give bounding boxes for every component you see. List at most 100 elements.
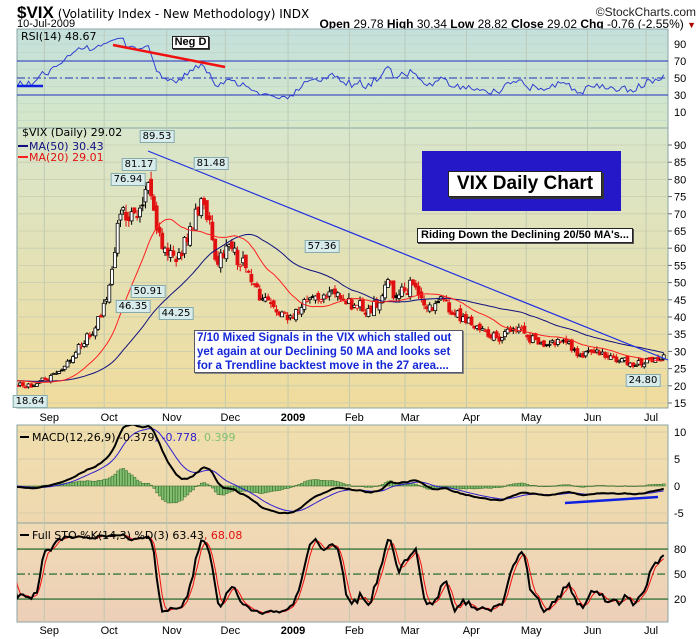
macd-histogram-bar <box>495 485 499 488</box>
down-triangle-icon: ▼ <box>687 20 696 30</box>
price-tick-label: 45 <box>674 295 686 307</box>
macd-histogram-bar <box>417 485 421 487</box>
macd-histogram-bar <box>255 485 259 493</box>
value-label: 18.64 <box>12 395 48 408</box>
macd-histogram-bar <box>548 485 552 487</box>
value-label: 81.48 <box>193 157 229 170</box>
x-tick-label: 2009 <box>281 412 305 424</box>
low-label: Low <box>450 17 475 31</box>
macd-histogram-bar <box>475 485 479 489</box>
macd-histogram-bar <box>121 468 126 487</box>
candle-body <box>397 294 401 299</box>
ma50-legend: MA(50) 30.43 <box>29 140 104 153</box>
candle-body <box>564 339 569 343</box>
macd-histogram-bar <box>149 484 153 487</box>
macd-histogram-bar <box>144 483 148 487</box>
x-tick-label: Jul <box>644 625 658 637</box>
macd-histogram-bar <box>160 485 165 500</box>
ma20-legend: MA(20) 29.01 <box>29 151 104 164</box>
macd-histogram-bar <box>300 483 304 487</box>
candle-body <box>101 302 106 317</box>
candle-body <box>138 207 142 218</box>
candle-body <box>99 315 103 318</box>
candle-body <box>154 205 159 231</box>
macd-histogram-bar <box>570 485 574 487</box>
candle-body <box>112 251 117 269</box>
x-tick-label: Feb <box>345 625 364 637</box>
candle-body <box>399 286 404 297</box>
macd-histogram-bar <box>375 485 379 487</box>
price-tick-label: 25 <box>674 364 686 376</box>
macd-histogram-bar <box>617 485 621 487</box>
macd-histogram-bar <box>80 480 84 487</box>
x-tick-label: Dec <box>221 625 241 637</box>
macd-histogram-bar <box>275 485 279 492</box>
macd-histogram-bar <box>356 485 360 487</box>
macd-histogram-bar <box>77 480 81 487</box>
macd-histogram-bar <box>545 485 549 487</box>
macd-histogram-bar <box>180 485 184 501</box>
price-tick-label: 55 <box>674 260 686 272</box>
candle-body <box>645 358 649 364</box>
candle-body <box>377 302 382 311</box>
macd-histogram-bar <box>520 482 524 487</box>
macd-histogram-bar <box>492 485 496 488</box>
macd-histogram-bar <box>640 485 644 487</box>
candle-body <box>43 377 48 381</box>
macd-histogram-bar <box>82 480 87 487</box>
macd-histogram-bar <box>186 485 190 496</box>
price-tick-label: 50 <box>674 278 686 290</box>
price-legend: $VIX (Daily) 29.02 <box>22 126 122 139</box>
macd-histogram-bar <box>174 485 179 504</box>
macd-histogram-bar <box>562 484 566 487</box>
macd-histogram-bar <box>130 474 134 487</box>
macd-histogram-bar <box>539 485 543 487</box>
macd-histogram-bar <box>584 485 588 488</box>
macd-histogram-bar <box>269 485 273 492</box>
candle-body <box>288 315 293 319</box>
macd-histogram-bar <box>96 480 101 487</box>
price-tick-label: 70 <box>674 209 686 221</box>
price-tick-label: 15 <box>674 398 686 410</box>
value-label: 89.53 <box>139 130 175 143</box>
x-tick-label: Sep <box>39 625 59 637</box>
candle-body <box>631 362 635 367</box>
macd-histogram-bar <box>623 485 627 487</box>
candle-body <box>132 207 137 214</box>
macd-histogram-bar <box>464 485 468 490</box>
candle-body <box>235 249 240 266</box>
brand-logo: ©StockCharts.com <box>595 5 696 19</box>
candle-body <box>547 343 552 346</box>
macd-histogram-bar <box>406 484 410 487</box>
macd-histogram-bar <box>459 485 463 490</box>
chart-date: 10-Jul-2009 <box>17 18 76 30</box>
macd-histogram-bar <box>629 485 633 487</box>
candle-body <box>243 254 248 269</box>
macd-histogram-bar <box>188 485 192 493</box>
macd-histogram-bar <box>489 485 493 489</box>
macd-histogram-bar <box>381 484 385 487</box>
macd-histogram-bar <box>514 483 518 487</box>
macd-histogram-bar <box>408 483 413 487</box>
candle-body <box>160 232 165 249</box>
macd-histogram-bar <box>559 484 563 487</box>
macd-histogram-bar <box>525 484 530 487</box>
price-tick-label: 75 <box>674 192 686 204</box>
candle-body <box>280 311 284 318</box>
macd-histogram-bar <box>158 485 162 497</box>
macd-histogram-bar <box>11 486 14 487</box>
candle-body <box>594 349 599 353</box>
macd-histogram-bar <box>339 482 343 487</box>
macd-histogram-bar <box>211 485 215 489</box>
macd-histogram-bar <box>294 485 298 487</box>
candle-body <box>255 283 259 288</box>
macd-histogram-bar <box>330 480 335 487</box>
candle-body <box>249 273 254 283</box>
x-tick-label: Jun <box>584 412 602 424</box>
macd-histogram-bar <box>420 485 424 487</box>
macd-histogram-bar <box>378 485 382 487</box>
candle-body <box>93 327 98 337</box>
macd-histogram-bar <box>347 484 351 487</box>
macd-histogram-bar <box>205 483 209 487</box>
price-tick-label: 35 <box>674 329 686 341</box>
